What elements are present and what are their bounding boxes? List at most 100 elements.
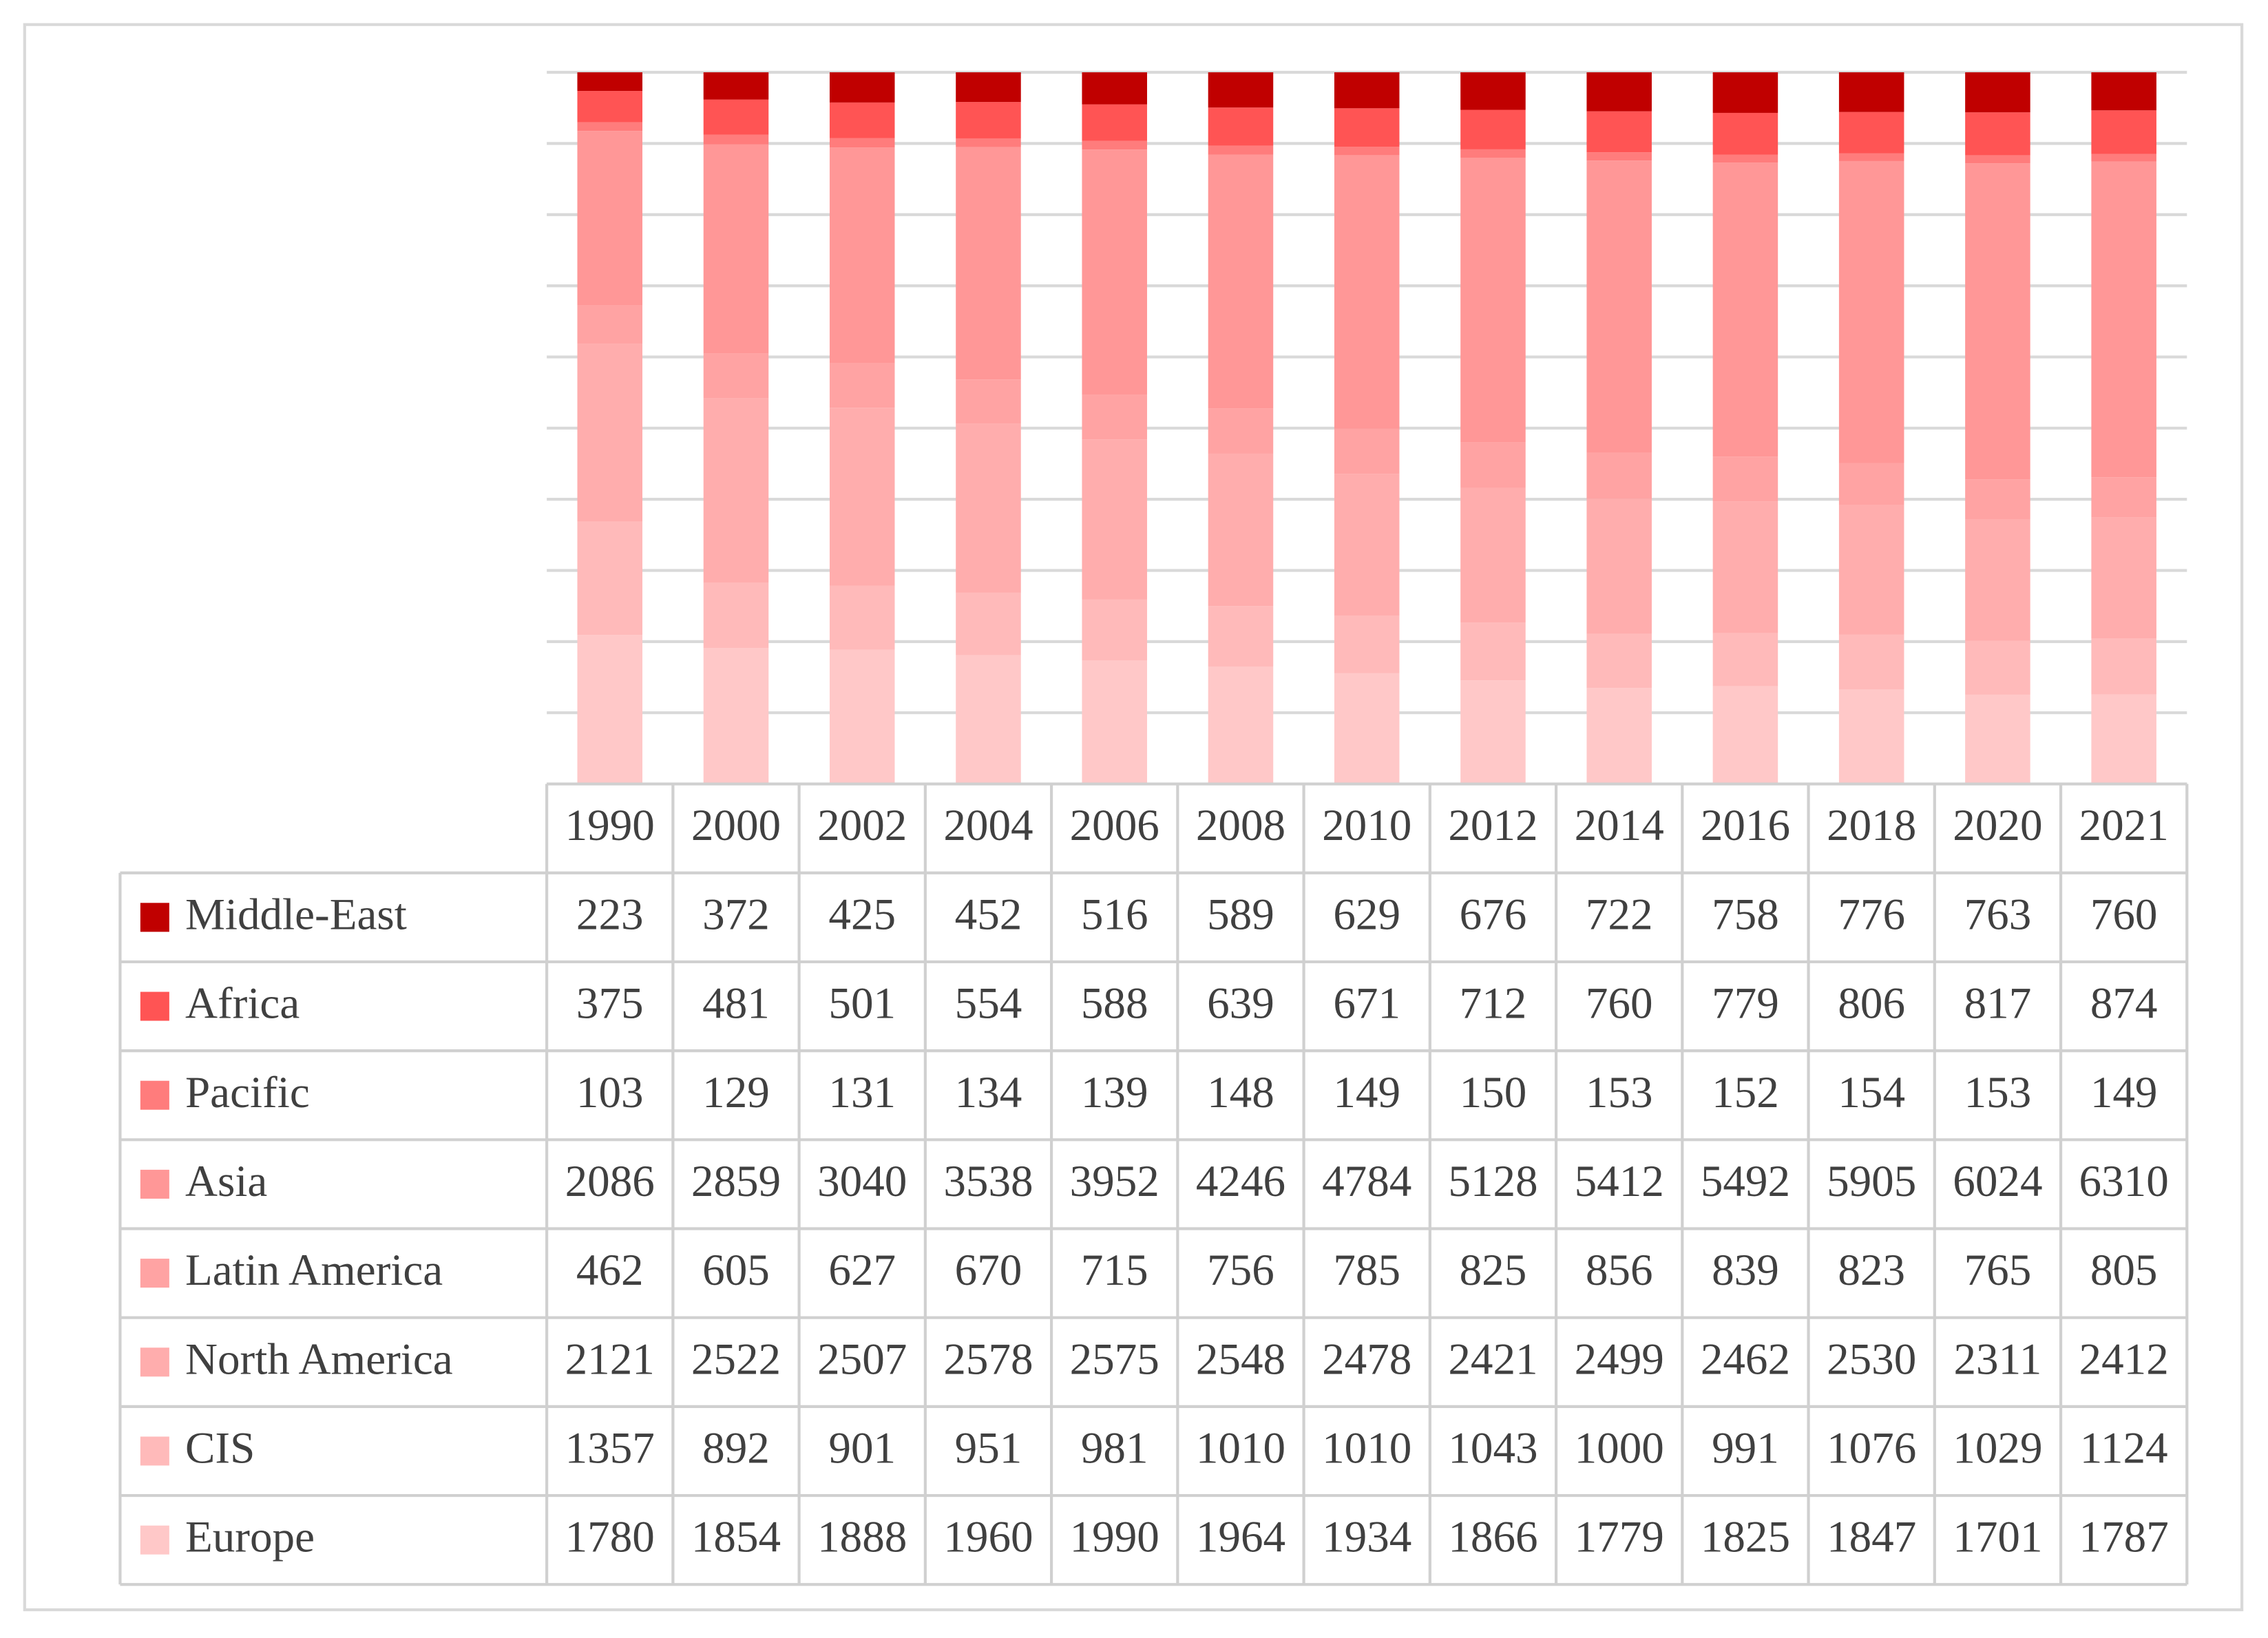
bar-segment	[1208, 408, 1274, 454]
table-value: 425	[828, 890, 896, 939]
table-value: 2859	[691, 1157, 781, 1206]
bar-segment	[1712, 686, 1778, 784]
legend-swatch	[140, 1525, 169, 1555]
x-tick-label: 2010	[1322, 801, 1411, 850]
table-value: 758	[1712, 890, 1779, 939]
legend-swatch	[140, 1259, 169, 1288]
table-value: 1357	[565, 1424, 655, 1473]
bar-segment	[1208, 453, 1274, 607]
table-value: 5905	[1827, 1157, 1916, 1206]
table-value: 722	[1586, 890, 1653, 939]
table-value: 1000	[1575, 1424, 1664, 1473]
bar-segment	[1334, 615, 1400, 673]
bar-segment	[1082, 72, 1147, 105]
table-value: 3040	[817, 1157, 907, 1206]
table-value: 501	[828, 979, 896, 1029]
bar-segment	[1208, 145, 1274, 155]
table-value: 1787	[2079, 1513, 2169, 1562]
x-tick-label: 2000	[691, 801, 781, 850]
bar-segment	[829, 72, 895, 103]
table-value: 1960	[943, 1513, 1033, 1562]
table-value: 1779	[1575, 1513, 1664, 1562]
bar-segment	[1586, 498, 1652, 634]
table-value: 839	[1712, 1246, 1779, 1295]
bar-segment	[1838, 505, 1904, 635]
table-value: 806	[1838, 979, 1905, 1029]
table-value: 981	[1081, 1424, 1148, 1473]
bar-segment	[1082, 395, 1147, 440]
table-value: 1010	[1322, 1424, 1411, 1473]
legend-swatch	[140, 1169, 169, 1199]
table-value: 627	[828, 1246, 896, 1295]
bar-segment	[703, 648, 769, 784]
table-value: 1825	[1701, 1513, 1790, 1562]
bar-segment	[1082, 439, 1147, 600]
bar-segment	[1965, 155, 2030, 164]
table-value: 2412	[2079, 1334, 2169, 1384]
table-value: 712	[1460, 979, 1527, 1029]
table-value: 223	[576, 890, 644, 939]
table-value: 817	[1964, 979, 2032, 1029]
bar-segment	[1208, 107, 1274, 146]
table-value: 785	[1333, 1246, 1400, 1295]
bar-segment	[1334, 147, 1400, 156]
table-value: 756	[1207, 1246, 1274, 1295]
bar-segment	[577, 344, 643, 522]
bar-segment	[1712, 162, 1778, 457]
table-value: 589	[1207, 890, 1274, 939]
table-value: 676	[1460, 890, 1527, 939]
bar-segment	[1586, 452, 1652, 499]
table-value: 129	[702, 1068, 770, 1117]
bar-segment	[577, 91, 643, 123]
table-value: 1964	[1196, 1513, 1285, 1562]
bar-segment	[829, 363, 895, 408]
table-value: 805	[2090, 1246, 2158, 1295]
bar-segment	[1712, 456, 1778, 502]
table-value: 4246	[1196, 1157, 1285, 1206]
bar-segment	[1965, 163, 2030, 480]
bar-segment	[1082, 104, 1147, 141]
legend-swatch	[140, 1436, 169, 1466]
legend-swatch	[140, 1080, 169, 1110]
bar-segment	[1965, 694, 2030, 784]
table-value: 153	[1964, 1068, 2032, 1117]
table-value: 856	[1586, 1246, 1653, 1295]
bar-segment	[1838, 634, 1904, 690]
x-tick-label: 2002	[817, 801, 907, 850]
table-value: 779	[1712, 979, 1779, 1029]
bar-segment	[1334, 673, 1400, 784]
x-tick-label: 2004	[943, 801, 1033, 850]
table-value: 4784	[1322, 1157, 1411, 1206]
legend-swatch	[140, 903, 169, 932]
table-value: 671	[1333, 979, 1400, 1029]
table-value: 1010	[1196, 1424, 1285, 1473]
table-value: 5492	[1701, 1157, 1790, 1206]
bar-segment	[1082, 149, 1147, 395]
bar-segment	[1838, 689, 1904, 784]
table-value: 1043	[1448, 1424, 1537, 1473]
bar-segment	[1838, 160, 1904, 463]
table-value: 2499	[1575, 1334, 1664, 1384]
table-value: 154	[1838, 1068, 1905, 1117]
bar-segment	[829, 102, 895, 138]
legend-label: North America	[185, 1334, 453, 1384]
table-value: 760	[2090, 890, 2158, 939]
x-tick-label: 2006	[1070, 801, 1159, 850]
table-value: 2086	[565, 1157, 655, 1206]
table-value: 153	[1586, 1068, 1653, 1117]
table-value: 103	[576, 1068, 644, 1117]
table-value: 148	[1207, 1068, 1274, 1117]
bar-segment	[1712, 501, 1778, 633]
table-value: 825	[1460, 1246, 1527, 1295]
legend-label: Asia	[185, 1157, 267, 1206]
table-value: 139	[1081, 1068, 1148, 1117]
table-value: 1124	[2080, 1424, 2168, 1473]
bar-segment	[2091, 517, 2156, 638]
legend-swatch	[140, 991, 169, 1021]
bar-segment	[1586, 633, 1652, 689]
bar-segment	[1965, 640, 2030, 695]
bar-segment	[1334, 108, 1400, 147]
bar-segment	[703, 134, 769, 145]
